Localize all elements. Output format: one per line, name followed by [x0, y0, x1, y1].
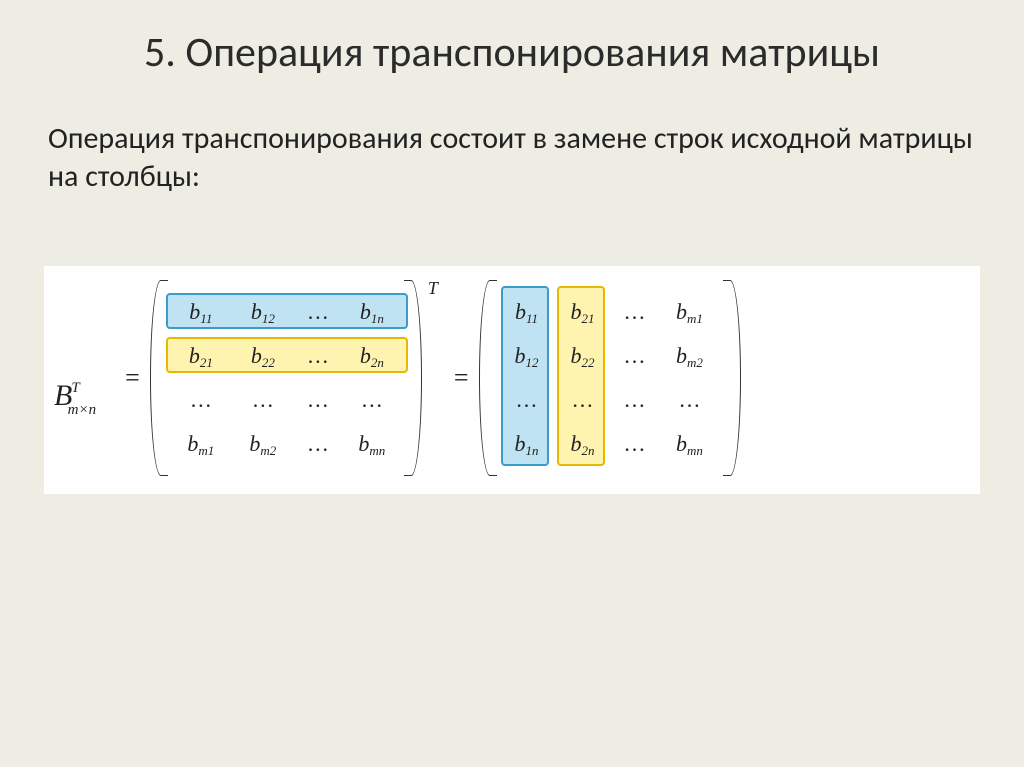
slide: 5. Операция транспонирования матрицы Опе…	[0, 0, 1024, 767]
matrix-cell: b12	[232, 299, 294, 325]
matrix-cell: bmn	[342, 431, 402, 457]
matrix-cell: …	[499, 387, 555, 413]
matrix-cell: b22	[555, 343, 611, 369]
paren-right-icon	[723, 280, 741, 476]
matrix-cell: b12	[499, 343, 555, 369]
matrix-cell: b2n	[342, 343, 402, 369]
transpose-superscript: T	[428, 278, 438, 299]
matrix-cell: b1n	[342, 299, 402, 325]
matrix-cell: bm1	[170, 431, 232, 457]
equals-sign-2: =	[448, 363, 475, 393]
slide-title: 5. Операция транспонирования матрицы	[44, 28, 980, 78]
matrix-cell: b2n	[555, 431, 611, 457]
matrix-cell: …	[611, 431, 659, 457]
matrix-cell: …	[611, 387, 659, 413]
matrix-cell: …	[294, 299, 342, 325]
matrix-cell: bm2	[659, 343, 721, 369]
matrix-cell: …	[170, 387, 232, 413]
matrix-cell: b21	[555, 299, 611, 325]
matrix-cell: …	[232, 387, 294, 413]
lhs-subscript: m×n	[68, 402, 96, 419]
matrix-result: b11b21…bm1b12b22…bm2…………b1nb2n…bmn	[485, 284, 735, 472]
matrix-cell: …	[294, 343, 342, 369]
paren-left-icon	[479, 280, 497, 476]
matrix-source: b11b12…b1nb21b22…b2n…………bm1bm2…bmn	[156, 284, 416, 472]
matrix-result-grid: b11b21…bm1b12b22…bm2…………b1nb2n…bmn	[499, 290, 721, 466]
matrix-cell: …	[294, 431, 342, 457]
lhs-superscript: T	[71, 380, 79, 397]
matrix-cell: …	[342, 387, 402, 413]
matrix-cell: …	[294, 387, 342, 413]
matrix-cell: bmn	[659, 431, 721, 457]
matrix-cell: …	[659, 387, 721, 413]
equation: B T m×n = b11b12…b1nb21b22…b2n…………bm1bm2…	[44, 266, 980, 494]
matrix-cell: …	[611, 343, 659, 369]
matrix-cell: b21	[170, 343, 232, 369]
matrix-cell: b11	[170, 299, 232, 325]
equation-lhs: B T m×n	[54, 379, 109, 413]
matrix-cell: bm2	[232, 431, 294, 457]
matrix-source-grid: b11b12…b1nb21b22…b2n…………bm1bm2…bmn	[170, 290, 402, 466]
matrix-cell: b1n	[499, 431, 555, 457]
slide-body-text: Операция транспонирования состоит в заме…	[44, 120, 980, 197]
matrix-cell: …	[555, 387, 611, 413]
matrix-cell: bm1	[659, 299, 721, 325]
matrix-cell: b11	[499, 299, 555, 325]
equals-sign-1: =	[119, 363, 146, 393]
matrix-cell: …	[611, 299, 659, 325]
matrix-cell: b22	[232, 343, 294, 369]
